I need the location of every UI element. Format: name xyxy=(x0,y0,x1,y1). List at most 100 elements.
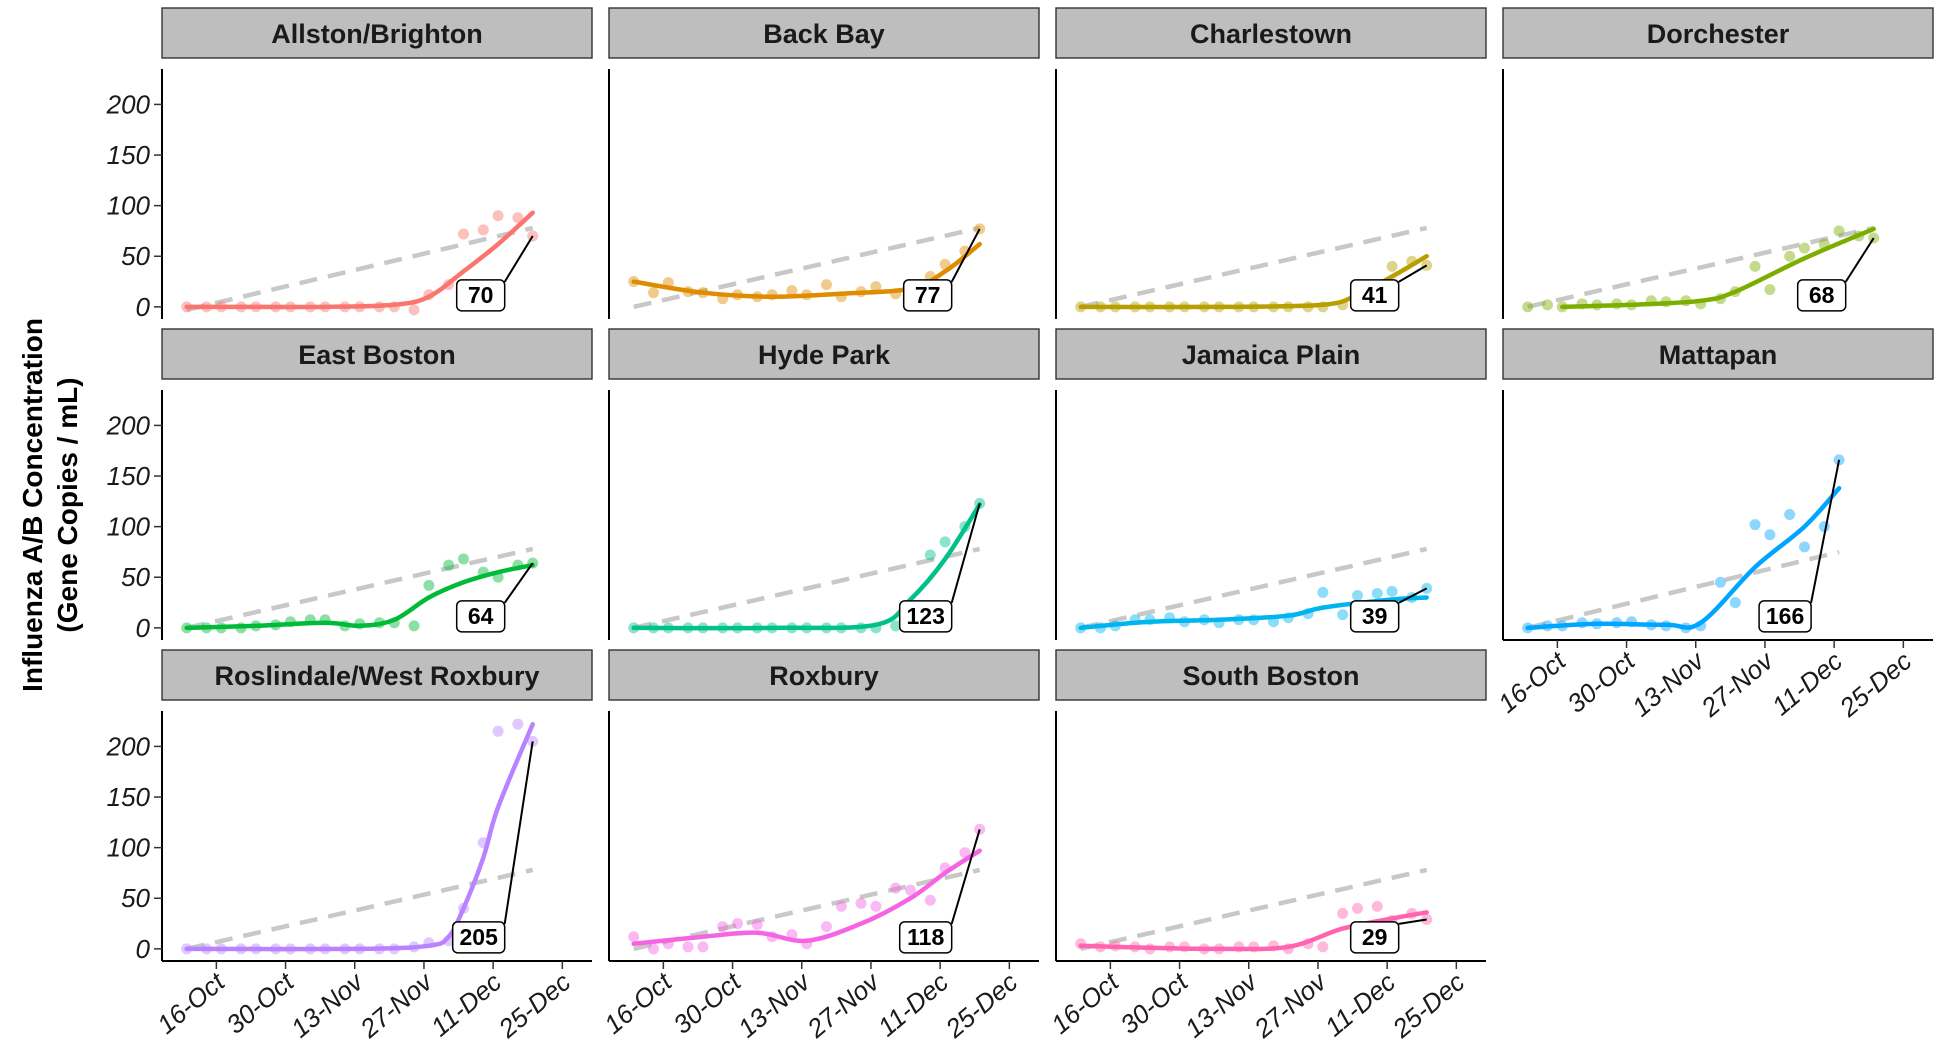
x-tick-label: 13-Nov xyxy=(1626,644,1711,722)
last-value-label: 70 xyxy=(468,282,494,308)
data-point xyxy=(1764,529,1775,540)
x-tick-label: 30-Oct xyxy=(667,965,747,1039)
data-point xyxy=(458,554,469,565)
data-point xyxy=(512,719,523,730)
data-point xyxy=(821,921,832,932)
data-point xyxy=(648,287,659,298)
x-tick-label: 25-Dec xyxy=(1833,646,1917,724)
last-value-label: 166 xyxy=(1766,603,1804,629)
facet-title: Hyde Park xyxy=(758,340,891,370)
y-tick-label: 150 xyxy=(107,140,151,170)
data-point xyxy=(493,210,504,221)
x-tick-label: 11-Dec xyxy=(1319,967,1401,1043)
facet-title: Allston/Brighton xyxy=(271,19,482,49)
last-value-label: 64 xyxy=(468,603,494,629)
x-tick-label: 30-Oct xyxy=(1114,965,1194,1039)
y-tick-label: 100 xyxy=(107,191,151,221)
data-point xyxy=(1715,577,1726,588)
y-axis-title-line2: (Gene Copies / mL) xyxy=(52,377,83,632)
x-tick-label: 27-Nov xyxy=(354,965,440,1044)
data-point xyxy=(628,931,639,942)
facet-title: East Boston xyxy=(298,340,456,370)
data-point xyxy=(1750,261,1761,272)
data-point xyxy=(1317,587,1328,598)
data-point xyxy=(1352,903,1363,914)
data-point xyxy=(648,943,659,954)
x-tick-label: 11-Dec xyxy=(425,967,507,1043)
x-tick-label: 11-Dec xyxy=(872,967,954,1043)
x-tick-label: 27-Nov xyxy=(1695,644,1781,723)
facet-title: Dorchester xyxy=(1647,19,1790,49)
data-point xyxy=(1337,908,1348,919)
data-point xyxy=(1730,597,1741,608)
data-point xyxy=(1784,251,1795,262)
y-tick-label: 200 xyxy=(106,89,151,119)
data-point xyxy=(1799,541,1810,552)
data-point xyxy=(1387,261,1398,272)
data-point xyxy=(1750,519,1761,530)
facet-title: South Boston xyxy=(1183,661,1360,691)
last-value-label: 118 xyxy=(907,924,944,950)
y-axis-title-line1: Influenza A/B Concentration xyxy=(17,318,48,692)
x-tick-label: 13-Nov xyxy=(1179,965,1264,1043)
data-point xyxy=(423,580,434,591)
panel: Roxbury 16-Oct30-Oct13-Nov27-Nov11-Dec25-… xyxy=(598,650,1039,1044)
facet-title: Roslindale/West Roxbury xyxy=(214,661,539,691)
data-point xyxy=(1352,590,1363,601)
x-tick-label: 11-Dec xyxy=(1766,646,1848,722)
data-point xyxy=(1317,941,1328,952)
x-tick-label: 30-Oct xyxy=(1561,644,1641,718)
smooth-line xyxy=(187,724,533,949)
last-value-label: 29 xyxy=(1362,924,1388,950)
label-leader xyxy=(505,236,533,282)
y-tick-label: 50 xyxy=(121,883,150,913)
panel: Charlestown 41 xyxy=(1056,8,1486,319)
label-leader xyxy=(1811,460,1839,603)
data-point xyxy=(732,918,743,929)
data-point xyxy=(1387,586,1398,597)
data-point xyxy=(1542,299,1553,310)
x-tick-label: 25-Dec xyxy=(939,967,1023,1045)
facet-title: Roxbury xyxy=(769,661,879,691)
panels-grid: Allston/Brighton 0 50 100 150 200 70 Back Bay 77… xyxy=(106,8,1933,1044)
data-point xyxy=(752,919,763,930)
y-tick-label: 150 xyxy=(107,461,151,491)
data-point xyxy=(409,304,420,315)
x-tick-label: 25-Dec xyxy=(1386,967,1470,1045)
label-leader xyxy=(505,741,533,923)
data-point xyxy=(856,898,867,909)
panel: Jamaica Plain39 xyxy=(1056,329,1486,640)
y-tick-label: 0 xyxy=(136,292,151,322)
data-point xyxy=(1337,609,1348,620)
data-point xyxy=(940,536,951,547)
panel: Mattapan 16-Oct30-Oct13-Nov27-Nov11-Dec25… xyxy=(1492,329,1933,723)
x-tick-label: 16-Oct xyxy=(151,965,231,1039)
data-point xyxy=(925,549,936,560)
data-point xyxy=(697,941,708,952)
label-leader xyxy=(1846,238,1874,282)
panel: Allston/Brighton 0 50 100 150 200 70 xyxy=(106,8,592,322)
y-tick-label: 50 xyxy=(121,241,150,271)
x-tick-label: 16-Oct xyxy=(1492,644,1572,718)
y-tick-label: 100 xyxy=(107,833,151,863)
y-tick-label: 200 xyxy=(106,731,151,761)
data-point xyxy=(1834,225,1845,236)
panel: Back Bay77 xyxy=(609,8,1039,319)
panel: Dorchester68 xyxy=(1503,8,1933,319)
facet-title: Charlestown xyxy=(1190,19,1352,49)
data-point xyxy=(683,941,694,952)
data-point xyxy=(1372,588,1383,599)
data-point xyxy=(836,901,847,912)
data-point xyxy=(478,224,489,235)
data-point xyxy=(890,883,901,894)
data-point xyxy=(717,921,728,932)
x-tick-label: 13-Nov xyxy=(732,965,817,1043)
facet-title: Mattapan xyxy=(1659,340,1778,370)
data-point xyxy=(458,228,469,239)
x-tick-label: 25-Dec xyxy=(492,967,576,1045)
y-tick-label: 50 xyxy=(121,562,150,592)
y-tick-label: 150 xyxy=(107,782,151,812)
last-value-label: 205 xyxy=(460,924,499,950)
data-point xyxy=(493,726,504,737)
